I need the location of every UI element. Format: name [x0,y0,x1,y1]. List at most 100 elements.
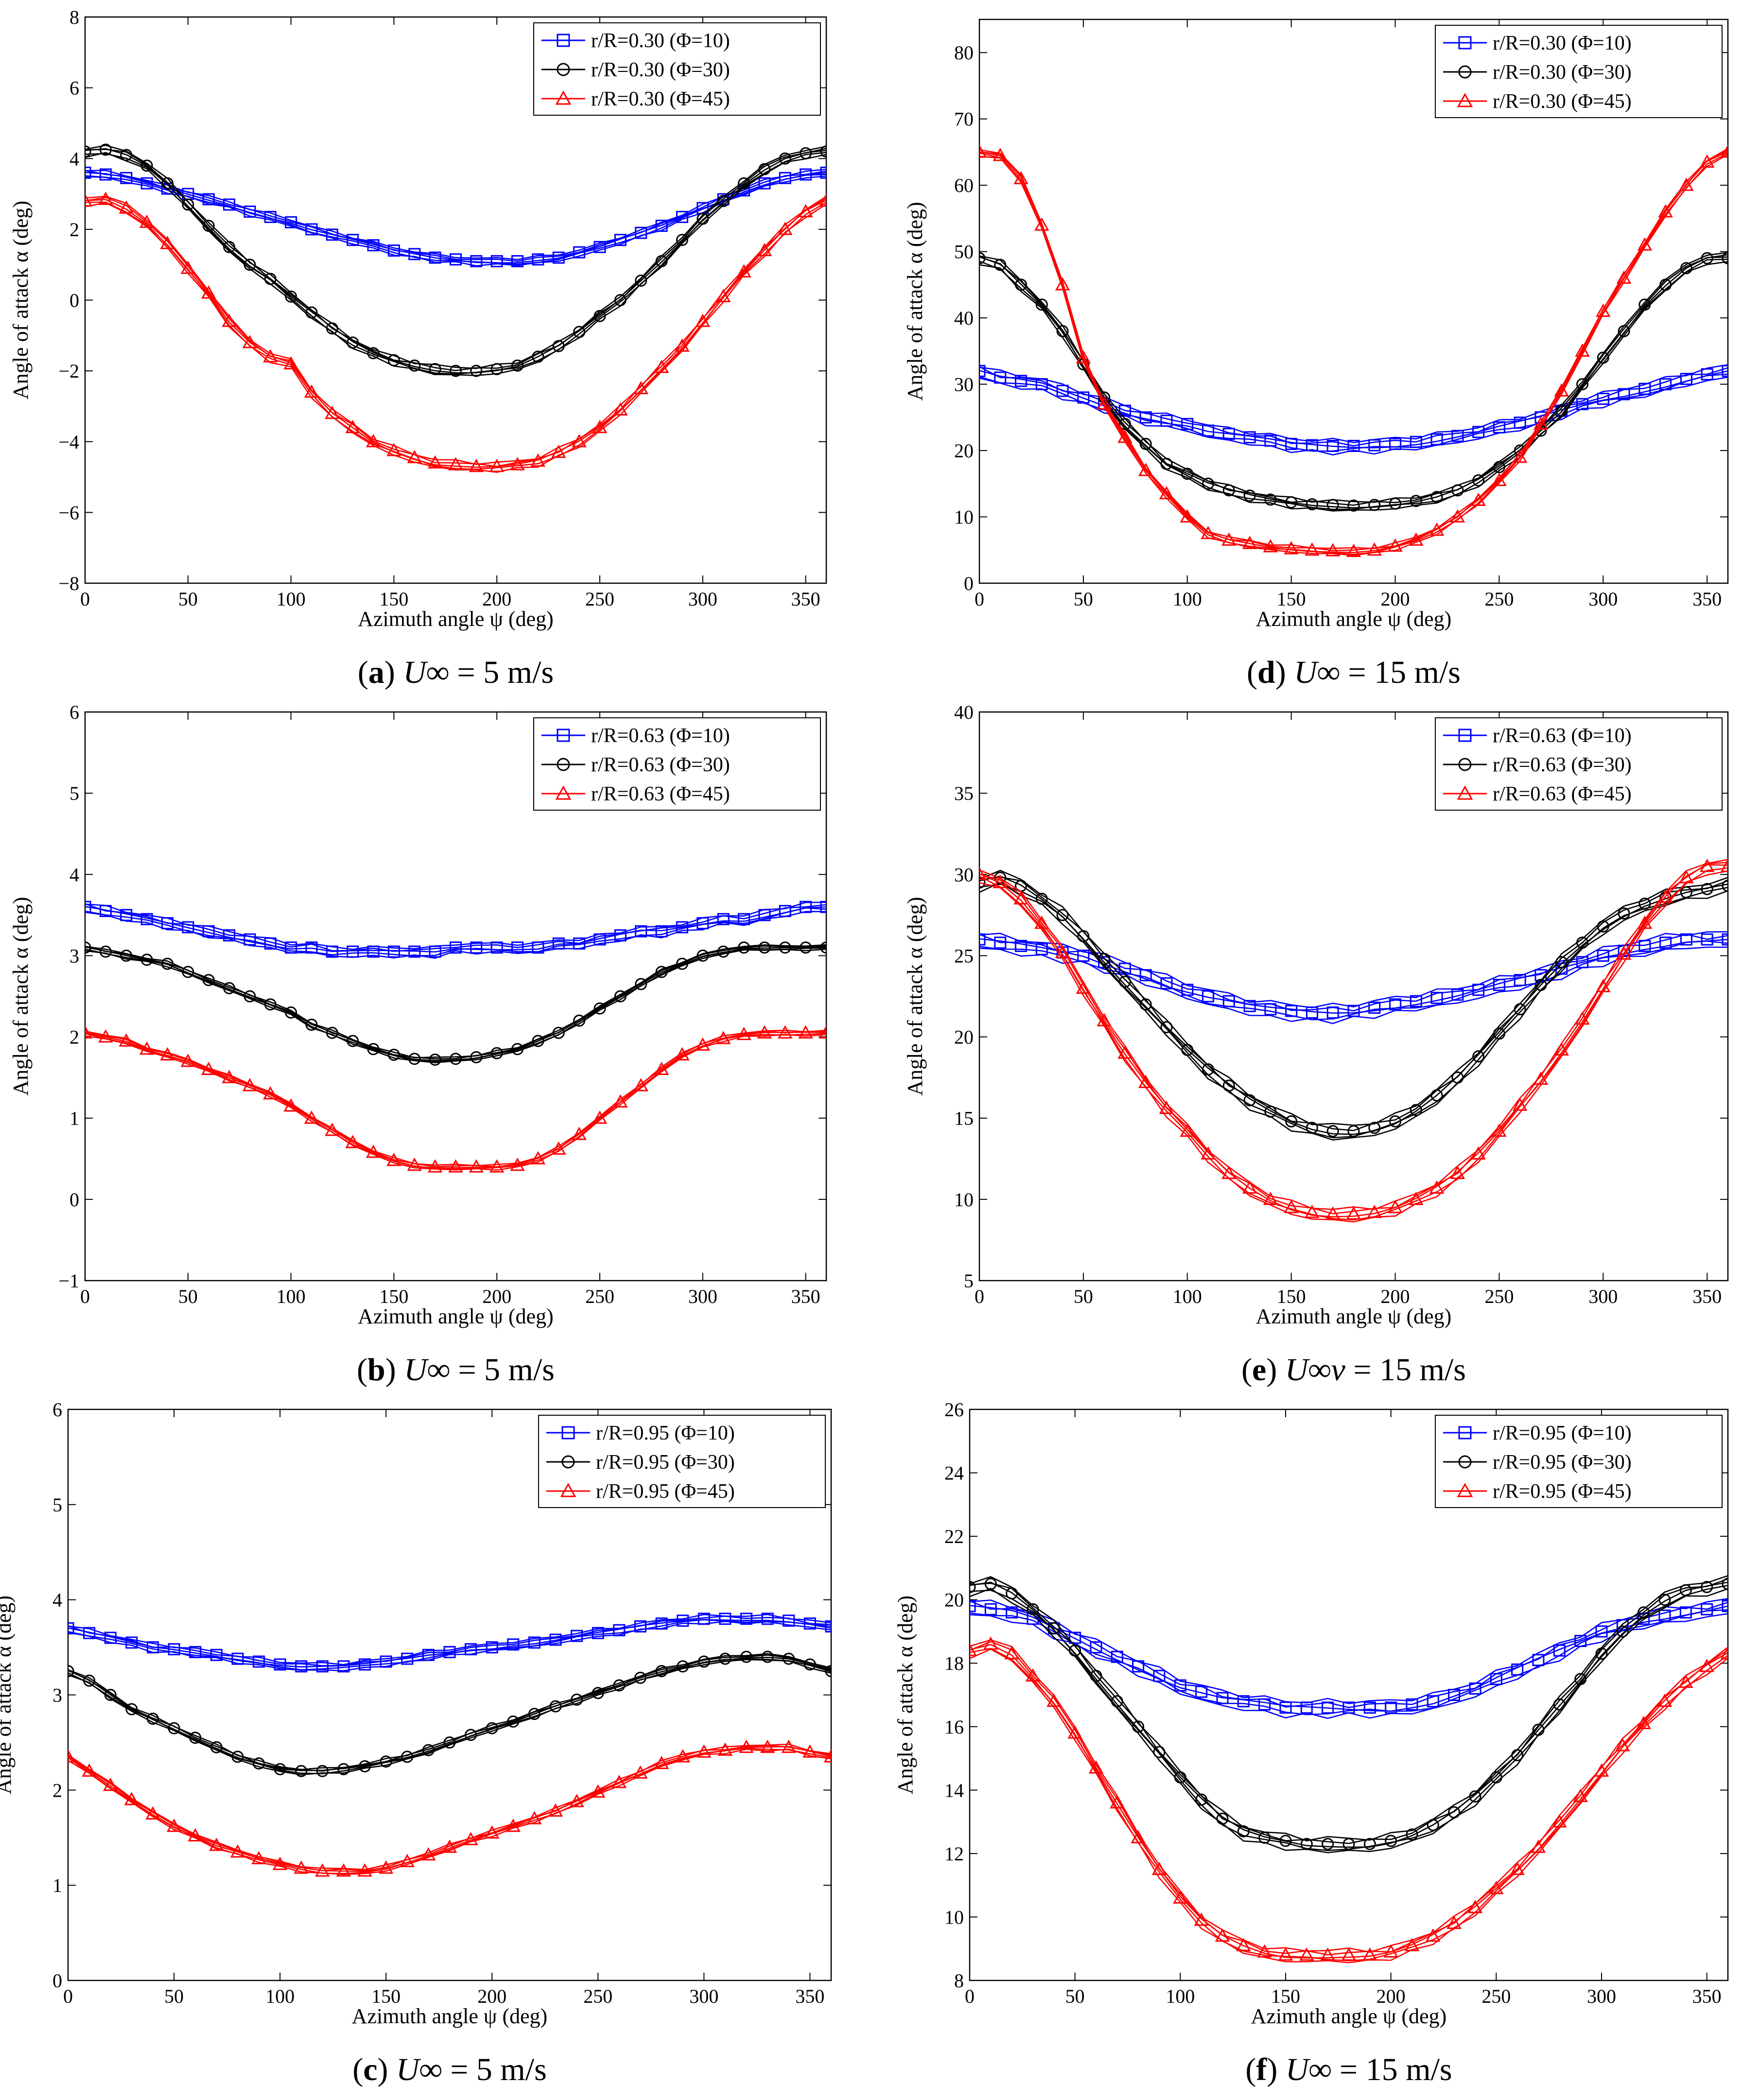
legend-marker [1458,1455,1472,1469]
data-point [1077,391,1090,404]
data-point [715,1031,731,1044]
data-point [264,937,277,950]
legend-marker [557,63,570,76]
data-point [188,1828,203,1841]
data-point [1618,388,1630,400]
data-point [979,933,986,946]
series-line [68,1653,831,1770]
data-point [283,1098,298,1112]
x-tick-label: 0 [80,1285,90,1307]
data-point [532,941,544,954]
series-line [979,875,1728,1135]
data-point [223,982,236,994]
data-point [1305,1204,1320,1218]
y-tick-label: 2 [70,219,79,241]
panel-caption: (b) U∞ = 5 m/s [357,1352,555,1388]
legend-marker [1458,1426,1472,1440]
panel-caption: (c) U∞ = 5 m/s [352,2052,547,2087]
data-point [1362,1947,1377,1961]
x-tick-label: 150 [379,1285,408,1307]
data-point [1077,930,1090,942]
data-point [1341,1947,1357,1961]
data-point [140,159,153,172]
data-point [305,1019,318,1031]
data-point [1347,1005,1360,1017]
data-point [783,1652,795,1665]
data-point [717,195,730,208]
data-point [1511,1749,1524,1762]
y-tick-label: 4 [52,1589,62,1611]
data-point [633,1765,648,1779]
data-point [1618,907,1630,920]
data-point [1638,298,1651,311]
data-point [675,338,690,352]
data-point [635,274,647,287]
data-point [1594,1763,1609,1777]
data-point [1701,1603,1713,1615]
data-point [485,1825,500,1839]
data-point [408,248,421,260]
series-line [85,911,826,959]
data-point [1117,1045,1132,1059]
data-point [800,901,812,913]
x-tick-label: 300 [1588,1285,1618,1307]
data-point [182,198,194,211]
data-point [1221,1165,1237,1179]
data-point [779,172,791,184]
data-point [1576,398,1589,411]
data-point [326,945,338,958]
data-point [1638,897,1651,910]
data-point [1174,1679,1186,1692]
data-point [223,198,236,211]
data-point [1616,1619,1629,1631]
data-point [1076,980,1091,994]
data-point [166,1819,182,1832]
data-point [1285,437,1298,450]
x-tick-label: 200 [1376,1985,1406,2007]
data-point [367,347,380,360]
x-tick-label: 250 [585,588,614,610]
series-line [970,1600,1728,1708]
data-point [470,941,483,954]
x-tick-label: 250 [1484,588,1514,610]
data-point [1181,1043,1194,1056]
data-point [719,1652,732,1665]
data-point [120,949,133,962]
data-point [1194,1912,1209,1926]
data-point [316,1765,329,1777]
series-line [970,1641,1728,1956]
x-tick-label: 350 [791,1285,820,1307]
data-point [614,234,627,246]
y-tick-label: 10 [954,1189,974,1211]
data-point [408,359,421,372]
legend-label: r/R=0.30 (Φ=30) [591,59,730,81]
data-point [490,363,503,375]
data-point [1368,1122,1381,1134]
data-point [778,1025,793,1039]
data-point [386,1152,401,1166]
data-point [345,419,360,434]
data-point [676,921,688,934]
y-tick-label: 6 [70,77,79,99]
data-point [1637,1606,1650,1619]
data-point [1701,883,1713,895]
data-point [549,1700,562,1713]
data-point [979,876,986,889]
data-point [614,929,627,942]
data-point [573,937,586,950]
data-point [1015,375,1028,387]
data-point [1430,991,1443,1004]
series-line [68,1654,831,1772]
data-point [1160,415,1173,427]
caption-variable: U∞ [396,2052,442,2087]
x-tick-label: 100 [277,588,306,610]
data-point [231,1652,244,1665]
data-point [264,273,277,285]
data-point [1531,1840,1546,1853]
data-point [1638,939,1651,952]
data-point [1201,1146,1216,1160]
data-point [125,1636,138,1649]
data-point [1510,1861,1525,1875]
data-point [511,255,524,267]
data-point [470,1051,483,1063]
